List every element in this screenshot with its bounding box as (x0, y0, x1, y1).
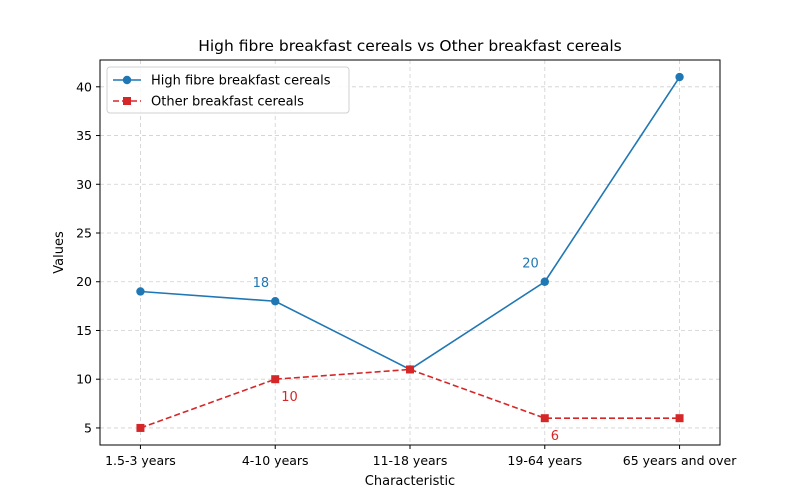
x-tick-label: 11-18 years (373, 453, 448, 468)
series-line (140, 368, 680, 429)
y-tick-label: 25 (76, 226, 92, 241)
y-tick-label: 10 (76, 372, 92, 387)
x-axis-label: Characteristic (365, 474, 455, 489)
data-label: 6 (551, 429, 559, 444)
x-tick-label: 19-64 years (507, 453, 582, 468)
legend-marker (123, 97, 131, 105)
legend-label: Other breakfast cereals (151, 95, 304, 110)
data-point (540, 414, 549, 423)
legend-box (106, 66, 350, 114)
legend-label: High fibre breakfast cereals (151, 74, 331, 89)
x-tick-label: 4-10 years (242, 453, 309, 468)
data-point (540, 277, 549, 286)
annotations: 18 20 10 6 (253, 257, 559, 444)
y-tick-label: 35 (76, 128, 92, 143)
ticks: 1.5-3 years 4-10 years 11-18 years 19-64 ye… (76, 79, 737, 468)
x-tick-label: 1.5-3 years (105, 453, 176, 468)
x-tick-label: 65 years and over (623, 453, 737, 468)
chart-title: High fibre breakfast cereals vs Other br… (198, 37, 622, 55)
y-axis-label: Values (52, 231, 67, 274)
data-point (136, 287, 145, 296)
legend: High fibre breakfast cereals Other breakf… (106, 66, 350, 114)
y-tick-label: 40 (76, 79, 92, 94)
y-tick-label: 15 (76, 323, 92, 338)
y-tick-label: 5 (84, 420, 92, 435)
data-point (136, 423, 145, 432)
legend-marker (122, 75, 132, 85)
data-label: 20 (522, 257, 539, 272)
y-tick-label: 30 (76, 177, 92, 192)
data-point (675, 72, 684, 82)
series-layer (136, 72, 684, 432)
data-point (406, 365, 414, 374)
y-tick-label: 20 (76, 274, 92, 289)
data-point (675, 414, 684, 423)
data-label: 18 (253, 276, 270, 291)
grid (100, 60, 720, 445)
data-label: 10 (281, 390, 298, 405)
data-point (271, 375, 280, 384)
data-point (271, 297, 280, 306)
